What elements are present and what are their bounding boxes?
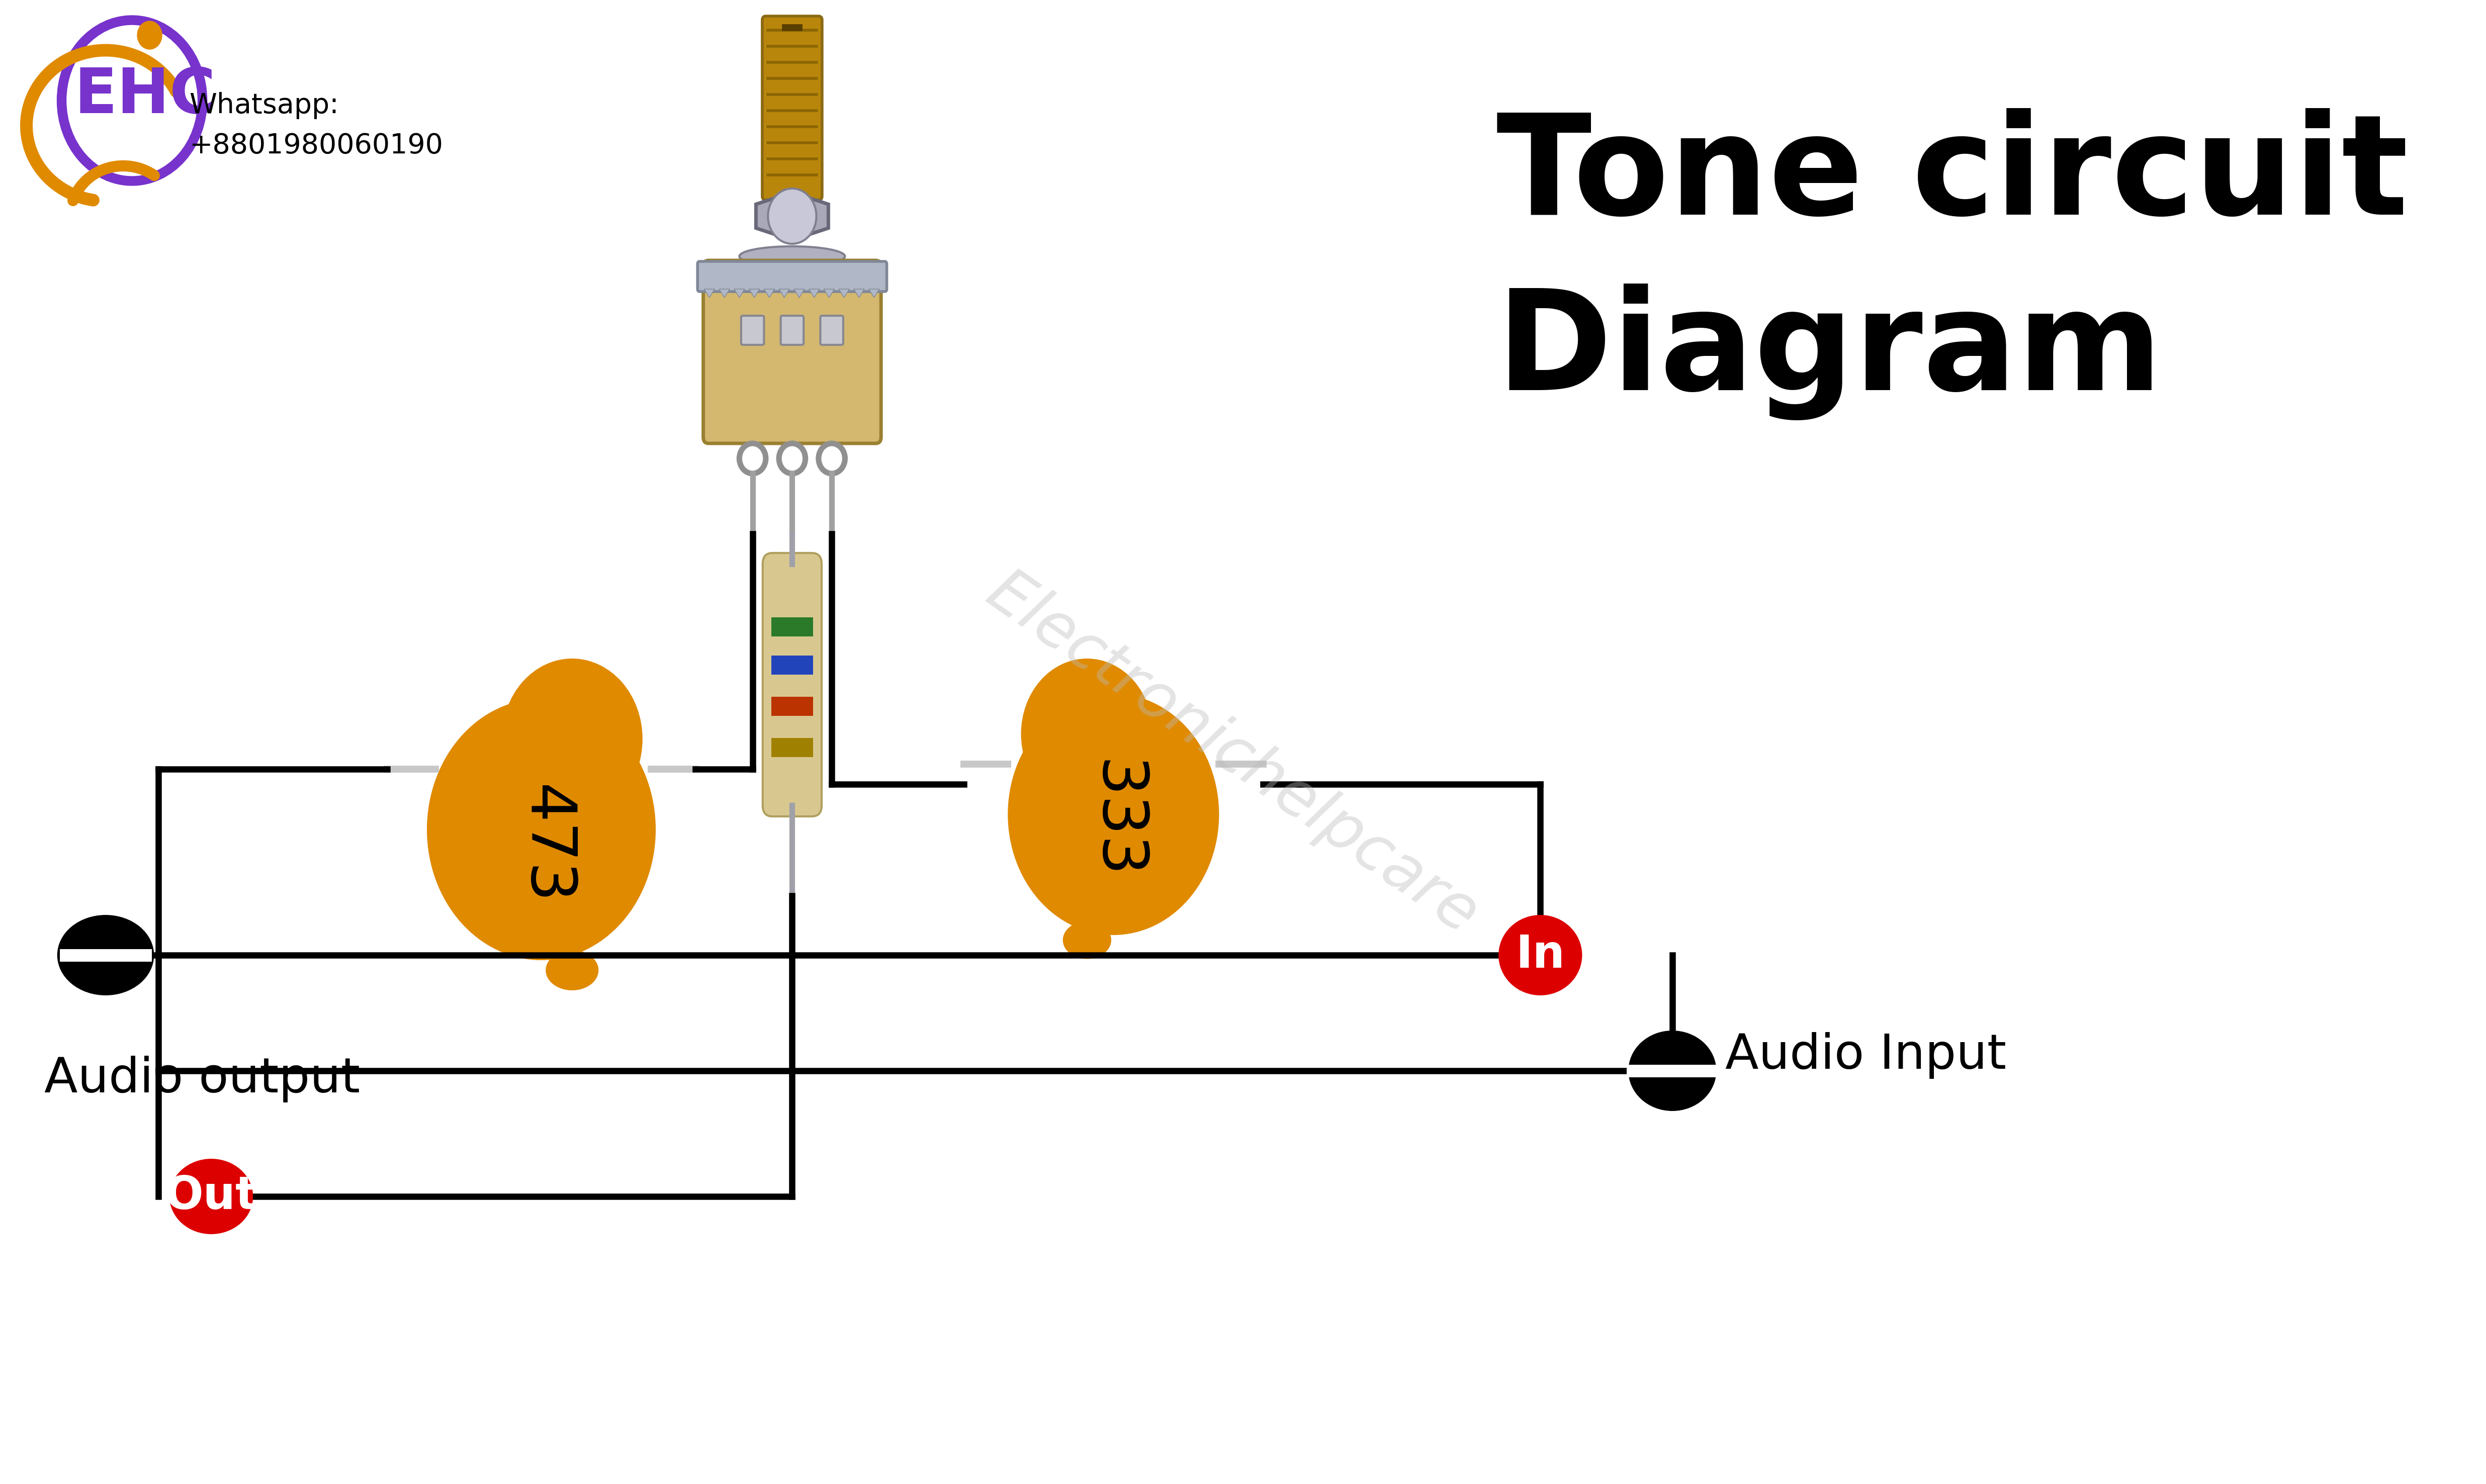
FancyBboxPatch shape <box>704 260 880 444</box>
Polygon shape <box>838 289 850 298</box>
Circle shape <box>502 659 641 819</box>
Text: Audio Input: Audio Input <box>1725 1033 2006 1079</box>
FancyBboxPatch shape <box>781 316 803 344</box>
Ellipse shape <box>547 950 599 990</box>
FancyBboxPatch shape <box>820 316 843 344</box>
FancyBboxPatch shape <box>763 554 823 816</box>
Polygon shape <box>763 289 776 298</box>
Circle shape <box>768 188 815 243</box>
Ellipse shape <box>1628 1030 1715 1112</box>
Polygon shape <box>823 289 835 298</box>
FancyBboxPatch shape <box>771 617 813 637</box>
Ellipse shape <box>1064 922 1111 959</box>
Ellipse shape <box>738 246 845 267</box>
FancyBboxPatch shape <box>771 697 813 715</box>
Polygon shape <box>853 289 865 298</box>
Text: Audio output: Audio output <box>45 1055 360 1103</box>
Polygon shape <box>868 289 880 298</box>
Polygon shape <box>778 289 791 298</box>
Polygon shape <box>756 193 828 240</box>
Text: 333: 333 <box>1086 760 1146 880</box>
Circle shape <box>137 21 162 49</box>
Text: Diagram: Diagram <box>1497 283 2163 420</box>
FancyBboxPatch shape <box>699 261 888 291</box>
Text: Tone circuit: Tone circuit <box>1497 108 2409 243</box>
Polygon shape <box>808 289 820 298</box>
Text: In: In <box>1516 933 1564 978</box>
Circle shape <box>1022 659 1154 809</box>
Text: Electronichelpcare: Electronichelpcare <box>975 561 1489 947</box>
FancyBboxPatch shape <box>763 16 823 200</box>
Ellipse shape <box>57 916 154 996</box>
Circle shape <box>428 699 656 960</box>
Polygon shape <box>704 289 713 298</box>
Text: Whatsapp:
+8801980060190: Whatsapp: +8801980060190 <box>189 92 443 159</box>
Polygon shape <box>793 289 805 298</box>
Polygon shape <box>718 289 731 298</box>
Circle shape <box>1007 693 1218 935</box>
Polygon shape <box>733 289 746 298</box>
Ellipse shape <box>1499 916 1581 996</box>
FancyBboxPatch shape <box>771 656 813 675</box>
Polygon shape <box>748 289 761 298</box>
Text: EHC: EHC <box>75 65 216 126</box>
Ellipse shape <box>169 1159 254 1235</box>
Text: 473: 473 <box>515 785 577 905</box>
FancyBboxPatch shape <box>741 316 763 344</box>
FancyBboxPatch shape <box>771 738 813 757</box>
Text: Out: Out <box>164 1174 259 1218</box>
